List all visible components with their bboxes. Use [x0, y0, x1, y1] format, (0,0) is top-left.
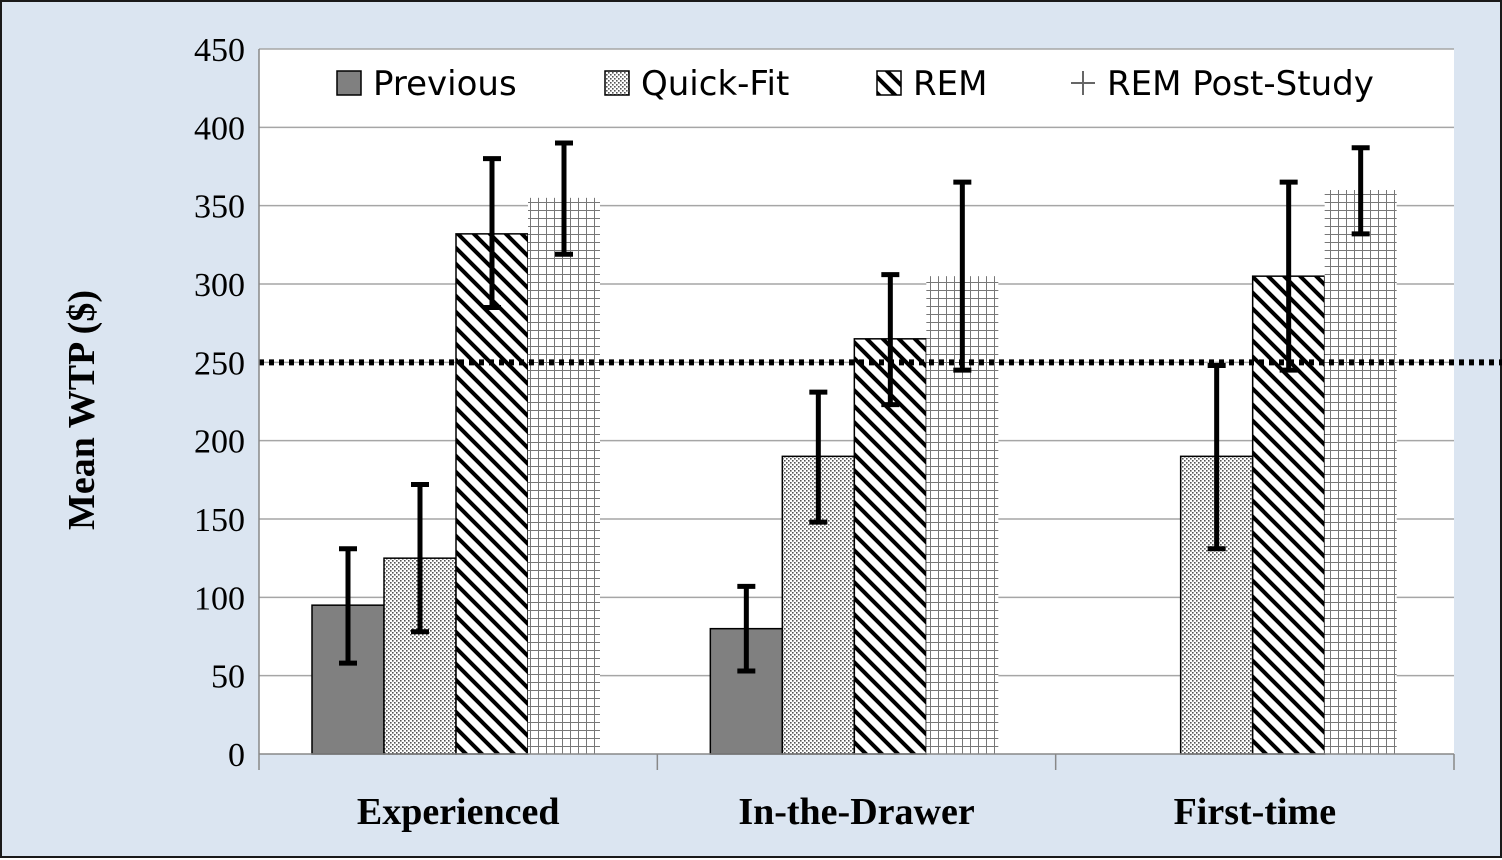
legend-swatch-grid	[1071, 71, 1095, 95]
bars	[311, 190, 1397, 755]
category-label: Experienced	[357, 791, 560, 833]
legend-label: Previous	[373, 64, 517, 104]
y-tick-label: 0	[228, 737, 245, 774]
y-tick-label: 200	[194, 424, 245, 461]
legend-label: REM Post-Study	[1107, 64, 1374, 104]
bar-rem-post-study	[1324, 190, 1397, 754]
legend-label: Quick-Fit	[641, 64, 789, 104]
category-label: In-the-Drawer	[738, 791, 975, 833]
y-tick-label: 450	[194, 32, 245, 69]
y-tick-label: 300	[194, 267, 245, 304]
y-tick-label: 150	[194, 502, 245, 539]
category-label: First-time	[1174, 791, 1336, 833]
legend-swatch-diagonal	[876, 70, 902, 96]
legend-swatch-solid	[336, 70, 362, 96]
legend-label: REM	[913, 64, 987, 104]
error-bars	[339, 140, 1370, 674]
y-tick-label: 250	[194, 345, 245, 382]
legend: Previous Quick-Fit REM REM Post-Study	[336, 64, 1374, 104]
y-axis-title: Mean WTP ($)	[61, 290, 103, 530]
y-tick-label: 100	[194, 580, 245, 617]
y-tick-label: 50	[211, 659, 245, 696]
axes: 0 50 100 150 200 250 300 350 400 450 Experienced In…	[194, 32, 1455, 833]
y-tick-label: 400	[194, 110, 245, 147]
legend-swatch-dots	[604, 70, 630, 96]
bar-rem-post-study	[528, 197, 600, 755]
y-tick-label: 350	[194, 189, 245, 226]
bar-rem	[455, 233, 529, 755]
